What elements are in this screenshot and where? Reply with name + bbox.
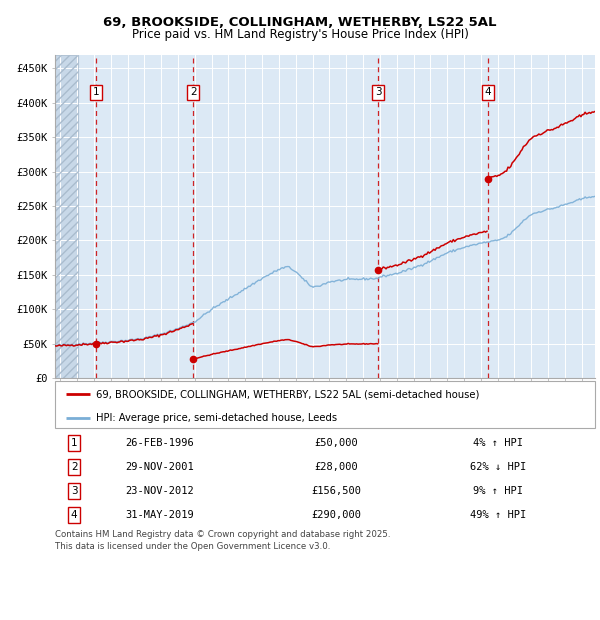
Text: 62% ↓ HPI: 62% ↓ HPI (470, 462, 526, 472)
FancyBboxPatch shape (55, 381, 595, 428)
Text: 49% ↑ HPI: 49% ↑ HPI (470, 510, 526, 520)
Text: 69, BROOKSIDE, COLLINGHAM, WETHERBY, LS22 5AL: 69, BROOKSIDE, COLLINGHAM, WETHERBY, LS2… (103, 16, 497, 29)
Text: HPI: Average price, semi-detached house, Leeds: HPI: Average price, semi-detached house,… (96, 412, 337, 423)
Text: 26-FEB-1996: 26-FEB-1996 (125, 438, 194, 448)
Text: 69, BROOKSIDE, COLLINGHAM, WETHERBY, LS22 5AL (semi-detached house): 69, BROOKSIDE, COLLINGHAM, WETHERBY, LS2… (96, 389, 479, 399)
Text: 4: 4 (71, 510, 77, 520)
Text: 3: 3 (375, 87, 382, 97)
Text: 1: 1 (93, 87, 100, 97)
Text: 9% ↑ HPI: 9% ↑ HPI (473, 486, 523, 496)
Text: Price paid vs. HM Land Registry's House Price Index (HPI): Price paid vs. HM Land Registry's House … (131, 28, 469, 41)
Bar (55, 55, 79, 378)
Text: 31-MAY-2019: 31-MAY-2019 (125, 510, 194, 520)
Text: £50,000: £50,000 (314, 438, 358, 448)
Text: Contains HM Land Registry data © Crown copyright and database right 2025.
This d: Contains HM Land Registry data © Crown c… (55, 530, 391, 551)
Text: 4: 4 (485, 87, 491, 97)
Text: 29-NOV-2001: 29-NOV-2001 (125, 462, 194, 472)
Text: 3: 3 (71, 486, 77, 496)
Text: £290,000: £290,000 (311, 510, 361, 520)
Text: 1: 1 (71, 438, 77, 448)
Text: 2: 2 (190, 87, 197, 97)
Bar (55, 55, 79, 378)
Text: 2: 2 (71, 462, 77, 472)
Text: 4% ↑ HPI: 4% ↑ HPI (473, 438, 523, 448)
Text: £156,500: £156,500 (311, 486, 361, 496)
Text: £28,000: £28,000 (314, 462, 358, 472)
Text: 23-NOV-2012: 23-NOV-2012 (125, 486, 194, 496)
